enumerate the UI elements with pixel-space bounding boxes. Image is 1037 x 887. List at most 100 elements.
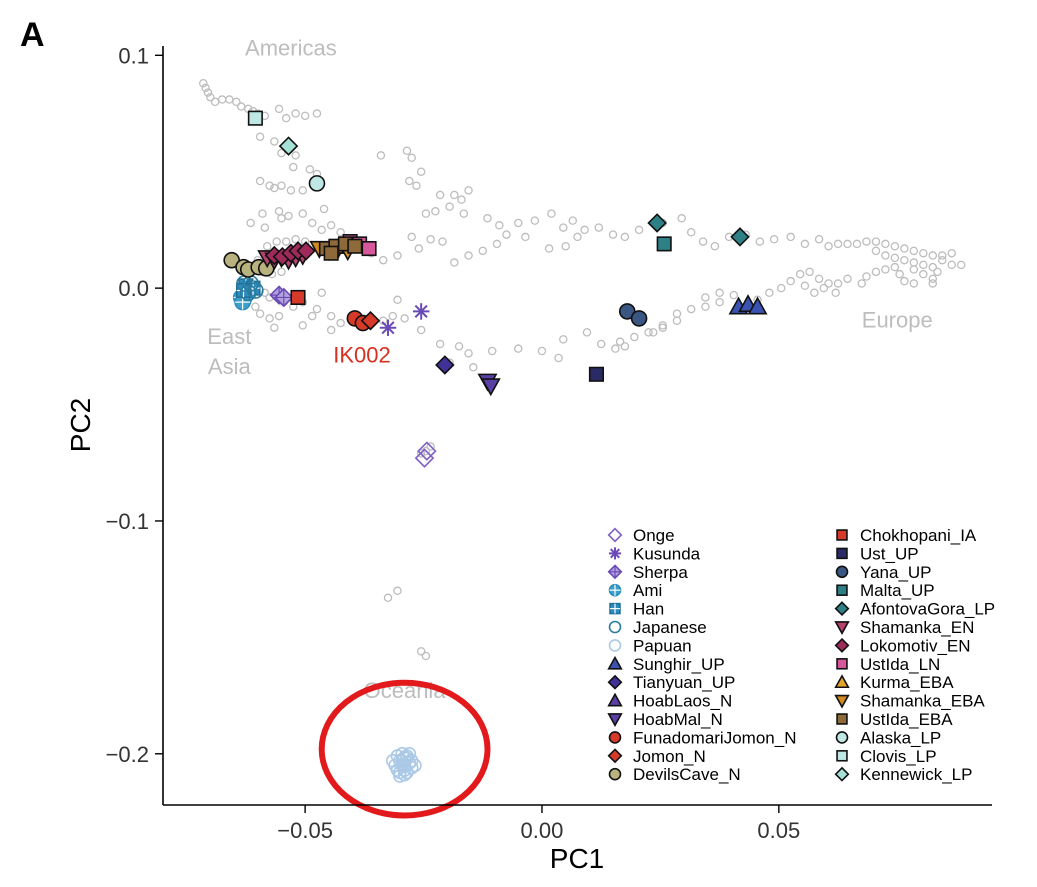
legend-marker-yana-up — [835, 565, 849, 579]
reference-sample-point — [445, 202, 454, 211]
reference-sample-point — [928, 251, 938, 260]
legend-marker-funadomarijomon-n — [608, 731, 622, 744]
legend-label-hoabmal-n: HoabMal_N — [633, 710, 723, 729]
legend-item-kennewick-lp: Kennewick_LP — [834, 765, 972, 784]
reference-sample-point — [900, 244, 909, 253]
reference-sample-point — [890, 262, 900, 272]
legend-label-han: Han — [633, 600, 664, 619]
point-alaska-lp — [308, 175, 326, 192]
point-sherpa — [274, 287, 294, 308]
legend-item-ami: Ami — [608, 581, 662, 600]
annotation-layer: IK002 — [333, 343, 391, 368]
reference-sample-point — [265, 314, 274, 323]
legend-label-alaska-lp: Alaska_LP — [860, 728, 941, 747]
reference-sample-point — [326, 325, 336, 335]
legend-item-chokhopani-ia: Chokhopani_IA — [836, 526, 977, 545]
point-japanese — [247, 282, 264, 299]
reference-sample-point — [947, 248, 956, 258]
legend-item-shamanka-en: Shamanka_EN — [834, 618, 974, 637]
point-sunghir-up — [747, 296, 768, 315]
reference-sample-point — [769, 234, 779, 244]
reference-sample-point — [388, 311, 398, 321]
reference-sample-point — [672, 309, 682, 318]
legend-item-japanese: Japanese — [608, 618, 707, 637]
reference-sample-point — [573, 232, 582, 242]
reference-sample-point — [274, 104, 284, 114]
reference-sample-point — [426, 234, 435, 244]
reference-sample-point — [492, 239, 502, 249]
reference-sample-point — [559, 335, 568, 344]
reference-sample-point — [272, 237, 281, 246]
reference-sample-point — [277, 214, 286, 223]
point-hoabmal-n — [480, 378, 501, 397]
y-tick-label: −0.1 — [106, 509, 149, 534]
reference-sample-point — [824, 279, 833, 288]
reference-sample-point — [810, 288, 819, 298]
reference-sample-point — [677, 214, 686, 223]
x-tick-label: −0.05 — [277, 818, 333, 843]
reference-sample-point — [319, 204, 329, 214]
reference-sample-point — [203, 88, 213, 97]
reference-sample-point — [514, 218, 523, 228]
legend-item-ustida-eba: UstIda_EBA — [836, 710, 953, 729]
reference-sample-point — [298, 186, 307, 195]
point-kennewick-lp — [278, 136, 299, 156]
legend-marker-tianyuan-up — [607, 674, 623, 690]
reference-sample-point — [286, 186, 296, 195]
legend-marker-onge — [607, 527, 623, 543]
reference-sample-point — [715, 297, 724, 307]
reference-sample-point — [776, 283, 786, 293]
reference-sample-point — [312, 304, 322, 314]
reference-sample-point — [402, 146, 412, 156]
reference-sample-point — [843, 274, 852, 284]
reference-sample-point — [483, 214, 492, 223]
legend-item-han: Han — [609, 600, 664, 619]
reference-sample-point — [416, 167, 426, 176]
reference-sample-point — [819, 283, 829, 293]
legend-label-kurma-eba: Kurma_EBA — [860, 673, 954, 692]
reference-sample-point — [814, 234, 824, 244]
reference-sample-point — [814, 274, 824, 284]
legend-label-malta-up: Malta_UP — [860, 581, 935, 600]
reference-sample-point — [416, 325, 426, 335]
legend-item-devilscave-n: DevilsCave_N — [608, 765, 741, 784]
reference-sample-point — [454, 342, 464, 351]
legend-marker-kusunda — [608, 547, 622, 560]
reference-sample-point — [881, 251, 890, 260]
point-jomon-n — [360, 310, 381, 331]
legend-marker-devilscave-n — [608, 767, 622, 781]
legend-label-hoablaos-n: HoabLaos_N — [633, 692, 732, 711]
legend-marker-lokomotiv-en — [834, 637, 850, 653]
reference-sample-point — [426, 442, 435, 451]
legend-label-kennewick-lp: Kennewick_LP — [860, 765, 972, 784]
legend-item-shamanka-eba: Shamanka_EBA — [834, 692, 985, 711]
legend-marker-han — [609, 602, 621, 615]
legend-label-onge: Onge — [633, 526, 675, 545]
reference-sample-point — [435, 339, 445, 349]
legend-item-hoabmal-n: HoabMal_N — [607, 710, 723, 729]
reference-sample-point — [298, 321, 307, 330]
reference-sample-point — [274, 207, 284, 216]
reference-sample-point — [938, 255, 947, 265]
reference-sample-point — [307, 311, 317, 321]
reference-sample-point — [537, 346, 547, 356]
reference-sample-point — [201, 83, 210, 93]
reference-sample-point — [260, 223, 270, 232]
reference-sample-point — [795, 269, 805, 279]
point-ustida-eba — [323, 245, 339, 261]
point-onge — [414, 448, 435, 468]
reference-sample-point — [686, 304, 696, 314]
reference-sample-point — [416, 647, 426, 656]
reference-sample-point — [255, 176, 265, 186]
reference-sample-point — [459, 209, 469, 218]
reference-sample-point — [199, 79, 208, 88]
reference-sample-point — [620, 342, 630, 351]
papuan-point — [385, 753, 400, 768]
papuan-point — [400, 765, 414, 780]
reference-sample-point — [407, 232, 416, 242]
legend-item-funadomarijomon-n: FunadomariJomon_N — [608, 728, 796, 747]
reference-sample-point — [871, 237, 881, 246]
reference-sample-point — [464, 349, 473, 358]
reference-sample-point — [206, 92, 215, 102]
